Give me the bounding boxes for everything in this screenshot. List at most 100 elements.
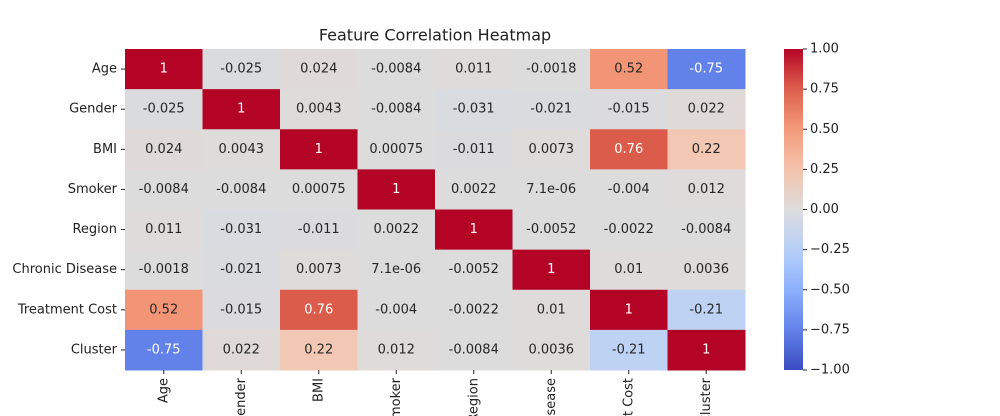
chart-title: Feature Correlation Heatmap	[319, 26, 551, 45]
heatmap-cell	[435, 49, 513, 90]
heatmap-cell	[667, 89, 746, 130]
cell-label: -0.0052	[449, 262, 499, 277]
cell-label: 1	[547, 262, 555, 277]
heatmap-cell	[125, 129, 203, 170]
cell-label: 0.012	[688, 182, 725, 197]
cell-label: 0.00075	[369, 142, 423, 157]
heatmap-cell	[590, 209, 668, 251]
heatmap-cell	[357, 289, 436, 331]
heatmap-cell	[667, 49, 746, 90]
heatmap-cell	[590, 329, 668, 371]
cell-label: -0.0084	[371, 102, 421, 117]
heatmap-cell	[435, 289, 513, 331]
heatmap-cell	[590, 129, 668, 170]
cell-label: 0.01	[537, 302, 566, 317]
heatmap-cell	[280, 329, 358, 371]
cell-label: 0.0073	[296, 262, 342, 277]
cell-label: 0.022	[688, 102, 725, 117]
x-tick-label: Cluster	[699, 377, 714, 416]
colorbar-tick-label: 0.00	[810, 202, 839, 217]
y-tick-label: Cluster	[71, 342, 118, 357]
cell-label: -0.015	[608, 102, 650, 117]
colorbar-tick-label: 0.25	[810, 162, 839, 177]
heatmap-cell	[512, 329, 591, 371]
x-tick-label: Gender	[234, 377, 249, 416]
colorbar-tick-label: −1.00	[810, 363, 850, 378]
y-tick-label: Age	[92, 62, 117, 77]
heatmap-cell	[590, 169, 668, 210]
heatmap-cell	[357, 89, 436, 130]
heatmap-cell	[667, 289, 746, 331]
heatmap-cell	[280, 169, 358, 210]
heatmap-cell	[202, 129, 281, 170]
heatmap-cell	[280, 289, 358, 331]
cell-label: 0.22	[304, 342, 333, 357]
cell-label: 0.024	[300, 62, 337, 77]
cell-label: -0.004	[608, 182, 650, 197]
cell-label: -0.75	[689, 62, 723, 77]
heatmap-cell	[590, 89, 668, 130]
x-tick-label: Chronic Disease	[544, 378, 559, 416]
heatmap-cell	[125, 209, 203, 251]
cell-label: 0.76	[614, 142, 643, 157]
cell-label: -0.0084	[681, 222, 731, 237]
heatmap-cell	[357, 49, 436, 90]
cell-label: 0.011	[145, 222, 182, 237]
heatmap-cell	[357, 249, 436, 291]
y-tick-label: Chronic Disease	[12, 262, 117, 277]
cell-label: 0.00075	[292, 182, 346, 197]
heatmap-cell	[435, 129, 513, 170]
heatmap-cell	[357, 209, 436, 251]
cell-label: 1	[702, 342, 710, 357]
cell-label: -0.021	[530, 102, 572, 117]
heatmap-cell	[202, 249, 281, 291]
cell-label: 0.0036	[529, 342, 575, 357]
heatmap-cell	[125, 289, 203, 331]
heatmap-cell	[280, 209, 358, 251]
cell-label: -0.21	[612, 342, 646, 357]
cell-label: 0.22	[692, 142, 721, 157]
x-tick-label: Age	[156, 378, 171, 403]
colorbar-tick-label: 0.75	[810, 82, 839, 97]
cell-label: -0.0084	[449, 342, 499, 357]
heatmap-cell	[512, 209, 591, 251]
cell-label: -0.031	[453, 102, 495, 117]
y-tick-label: Gender	[69, 102, 118, 117]
cell-label: 0.024	[145, 142, 182, 157]
x-tick-label: BMI	[311, 378, 326, 402]
cell-label: -0.75	[147, 342, 181, 357]
heatmap-cell	[667, 129, 746, 170]
y-tick-label: Region	[72, 222, 117, 237]
heatmap-cell	[435, 89, 513, 130]
heatmap-cell	[280, 249, 358, 291]
cell-label: -0.025	[143, 102, 185, 117]
heatmap-cell	[280, 49, 358, 90]
heatmap-cell	[125, 89, 203, 130]
heatmap-cell	[357, 129, 436, 170]
cell-label: 1	[237, 102, 245, 117]
cell-label: -0.021	[220, 262, 262, 277]
cell-label: -0.0084	[371, 62, 421, 77]
heatmap-cell	[435, 169, 513, 210]
cell-label: 0.022	[223, 342, 260, 357]
heatmap-cell	[590, 289, 668, 331]
cell-label: -0.031	[220, 222, 262, 237]
heatmap-cell	[667, 329, 746, 371]
cell-label: 1	[160, 62, 168, 77]
heatmap-cell	[435, 329, 513, 371]
y-tick-label: BMI	[93, 142, 117, 157]
heatmap-cell	[667, 249, 746, 291]
heatmap-cell	[202, 49, 281, 90]
heatmap-cell	[125, 169, 203, 210]
cell-label: -0.004	[375, 302, 417, 317]
cell-label: -0.0052	[526, 222, 576, 237]
heatmap-cell	[202, 329, 281, 371]
cell-label: 0.01	[614, 262, 643, 277]
heatmap-cell	[512, 249, 591, 291]
heatmap-cell	[125, 329, 203, 371]
cell-label: -0.0018	[139, 262, 189, 277]
heatmap-cell	[280, 129, 358, 170]
cell-label: 0.0036	[684, 262, 730, 277]
cell-label: 1	[625, 302, 633, 317]
